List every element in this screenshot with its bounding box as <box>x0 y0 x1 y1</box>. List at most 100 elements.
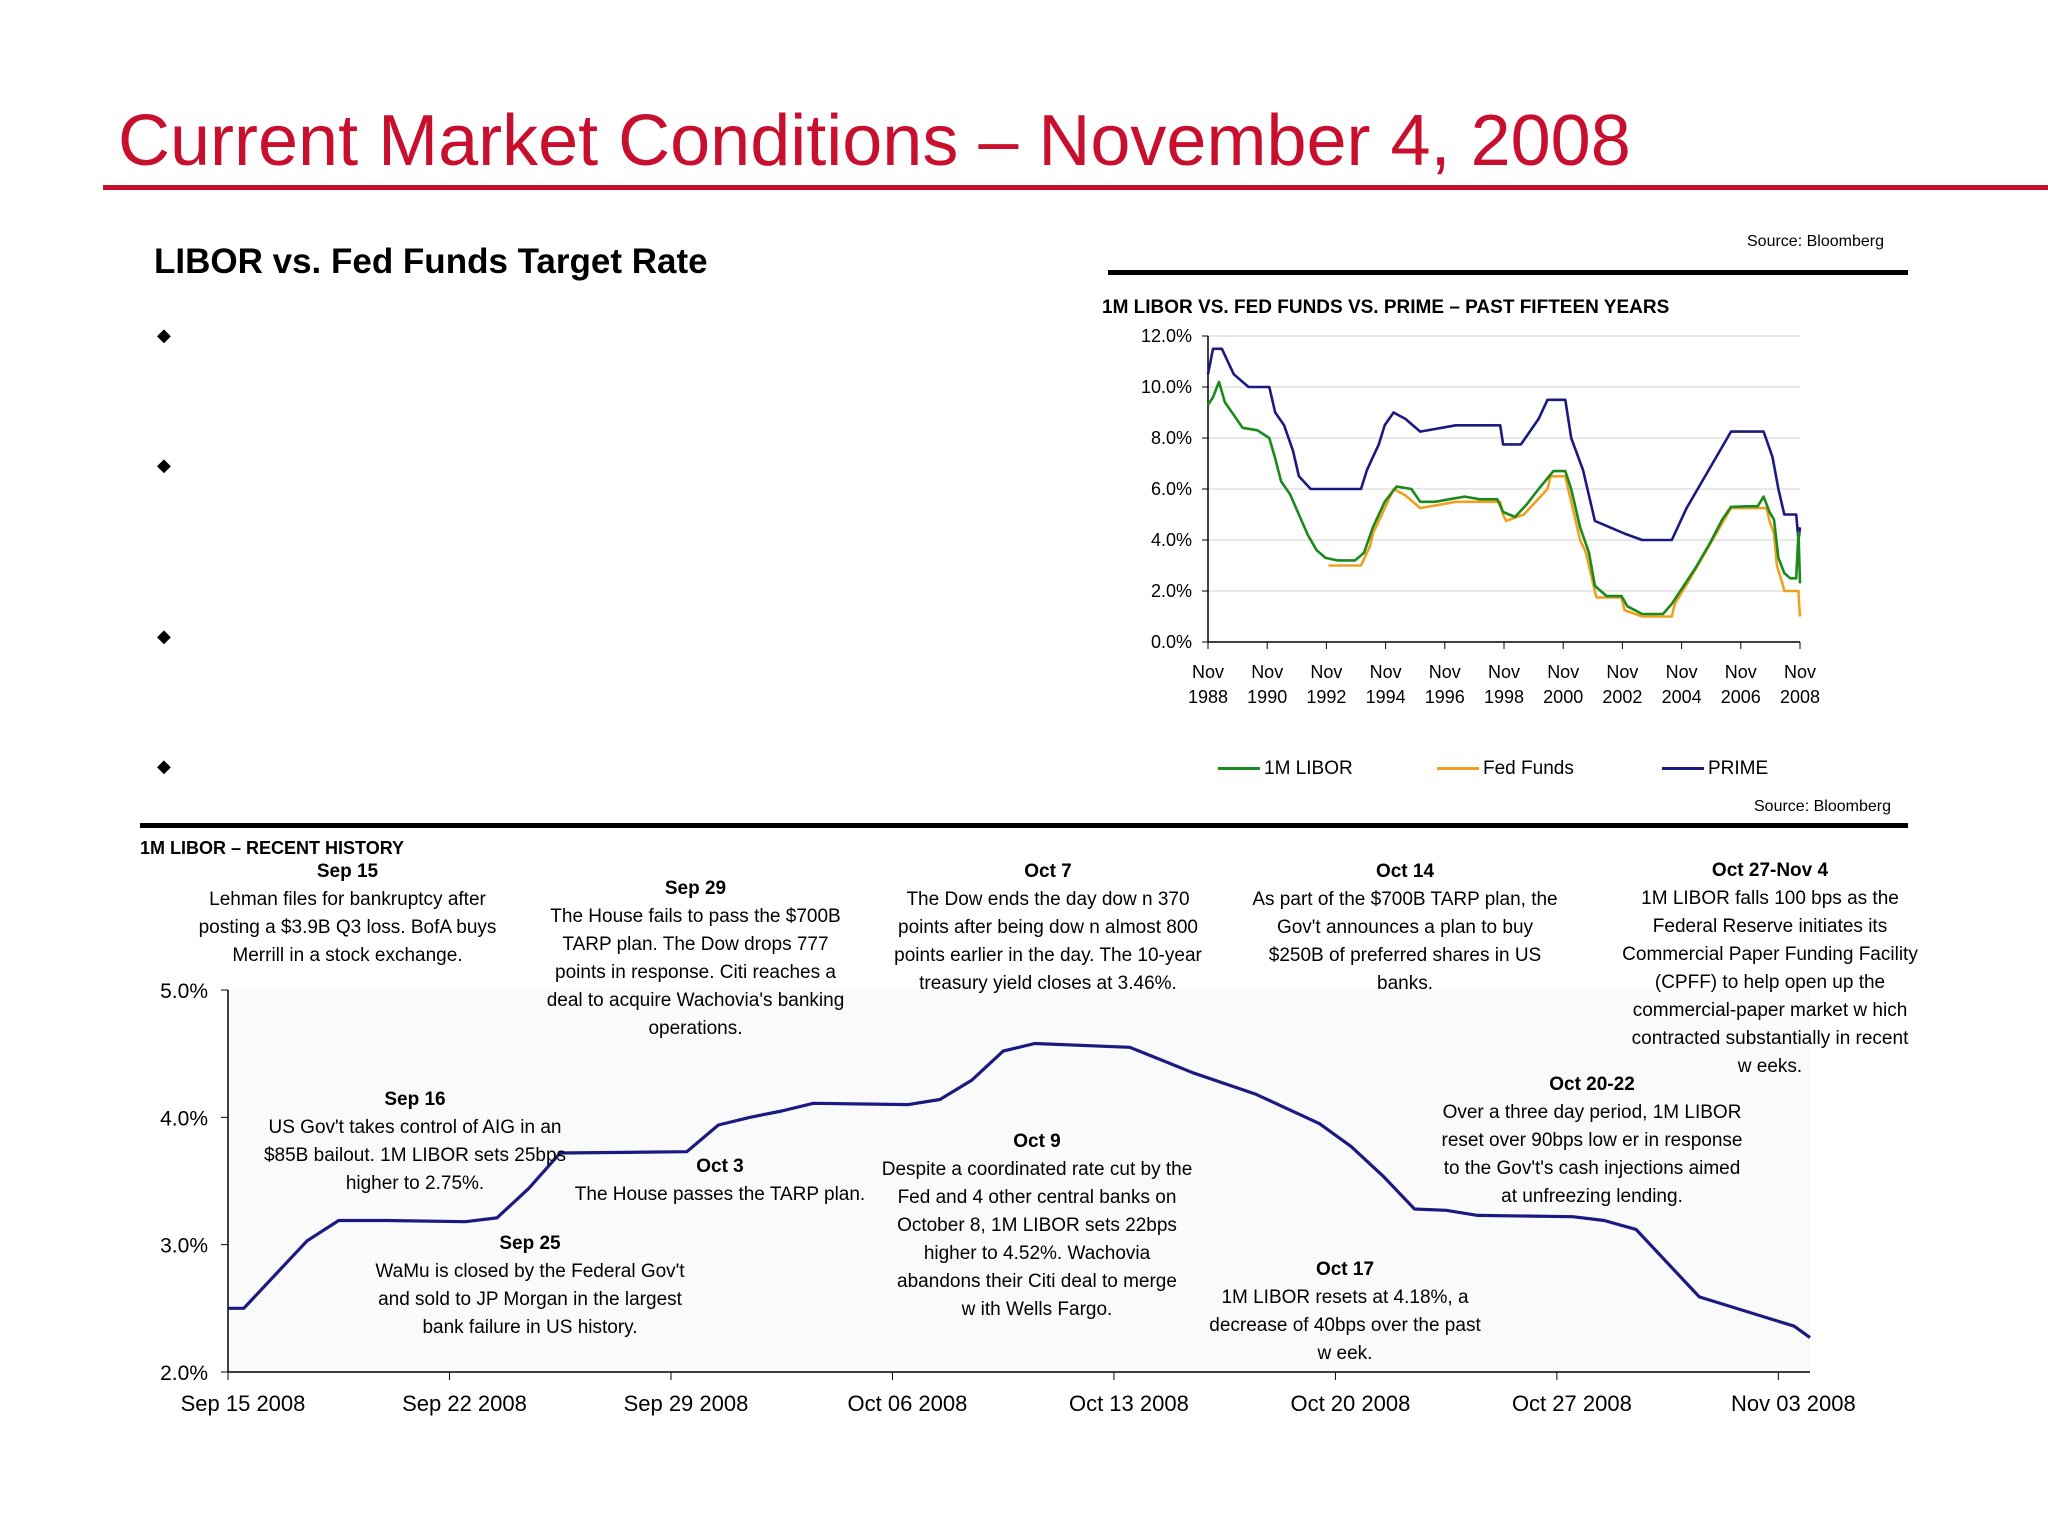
annotation-head: Sep 15 <box>316 861 379 882</box>
source-note-top: Source: Bloomberg <box>1747 233 1884 250</box>
annotation-line: Over a three day period, 1M LIBOR <box>1442 1102 1742 1123</box>
annotation-line: As part of the $700B TARP plan, the <box>1252 889 1558 910</box>
legend-prime-swatch <box>1662 767 1704 771</box>
annotation-head: Sep 29 <box>664 878 727 899</box>
annotation-line: bank failure in US history. <box>422 1317 638 1338</box>
annotation-line: WaMu is closed by the Federal Gov't <box>375 1261 685 1282</box>
annotation-oct27-nov4: Oct 27-Nov 4 1M LIBOR falls 100 bps as t… <box>1595 857 1945 1081</box>
x-tick-label-month: Nov <box>1488 662 1520 682</box>
annotation-line: to the Gov't's cash injections aimed <box>1443 1158 1741 1179</box>
annotation-sep16: Sep 16 US Gov't takes control of AIG in … <box>235 1086 595 1198</box>
x-tick-label-year: 1992 <box>1306 687 1346 707</box>
annotation-oct14: Oct 14 As part of the $700B TARP plan, t… <box>1225 858 1585 998</box>
annotation-line: points earlier in the day. The 10-year <box>894 945 1202 966</box>
annotation-line: commercial-paper market w hich <box>1632 1000 1908 1021</box>
x-tick-label-month: Nov <box>1547 662 1579 682</box>
x-tick-label-year: 1994 <box>1366 687 1406 707</box>
x-tick-label-year: 1998 <box>1484 687 1524 707</box>
annotation-line: The House passes the TARP plan. <box>574 1184 866 1205</box>
x-tick-label: Oct 13 2008 <box>1069 1391 1189 1416</box>
annotation-line: w ith Wells Fargo. <box>961 1299 1113 1320</box>
y-tick-label: 5.0% <box>160 980 208 1003</box>
x-tick-label-month: Nov <box>1251 662 1283 682</box>
annotation-line: treasury yield closes at 3.46%. <box>919 973 1177 994</box>
x-tick-label: Oct 06 2008 <box>848 1391 968 1416</box>
x-tick-label-year: 2004 <box>1662 687 1702 707</box>
x-tick-label-month: Nov <box>1725 662 1757 682</box>
bullet-marker: ◆ <box>157 325 171 345</box>
x-tick-label-year: 2006 <box>1721 687 1761 707</box>
annotation-line: Fed and 4 other central banks on <box>897 1187 1177 1208</box>
x-tick-label-month: Nov <box>1606 662 1638 682</box>
annotation-oct7: Oct 7 The Dow ends the day dow n 370 poi… <box>868 858 1228 998</box>
annotation-line: $250B of preferred shares in US <box>1268 945 1542 966</box>
bottom-chart-title: 1M LIBOR – RECENT HISTORY <box>140 838 405 858</box>
y-tick-label: 3.0% <box>160 1235 208 1258</box>
annotation-line: 1M LIBOR falls 100 bps as the <box>1641 888 1899 909</box>
x-tick-label: Nov 03 2008 <box>1731 1391 1856 1416</box>
annotation-sep29: Sep 29 The House fails to pass the $700B… <box>518 875 873 1043</box>
x-tick-label-year: 2002 <box>1602 687 1642 707</box>
annotation-line: w eeks. <box>1737 1056 1803 1077</box>
y-tick-label: 6.0% <box>1151 479 1192 499</box>
y-tick-label: 2.0% <box>160 1362 208 1385</box>
x-tick-label-month: Nov <box>1192 662 1224 682</box>
annotation-sep25: Sep 25 WaMu is closed by the Federal Gov… <box>350 1230 710 1342</box>
annotation-line: Commercial Paper Funding Facility <box>1622 944 1918 965</box>
annotation-head: Oct 20-22 <box>1549 1074 1635 1095</box>
bullet-marker: ◆ <box>157 756 171 776</box>
x-tick-label: Oct 27 2008 <box>1512 1391 1632 1416</box>
annotation-line: The House fails to pass the $700B <box>550 906 841 927</box>
annotation-line: w eek. <box>1317 1343 1373 1364</box>
annotation-oct3: Oct 3 The House passes the TARP plan. <box>555 1153 885 1209</box>
x-tick-label: Sep 22 2008 <box>402 1391 527 1416</box>
annotation-line: decrease of 40bps over the past <box>1209 1315 1481 1336</box>
annotation-head: Oct 3 <box>696 1156 744 1177</box>
annotation-line: (CPFF) to help open up the <box>1654 972 1886 993</box>
y-tick-label: 10.0% <box>1141 377 1192 397</box>
annotation-line: $85B bailout. 1M LIBOR sets 25bps <box>263 1145 567 1166</box>
legend-fed-swatch <box>1437 767 1479 771</box>
annotation-line: higher to 2.75%. <box>345 1173 485 1194</box>
annotation-oct20-22: Oct 20-22 Over a three day period, 1M LI… <box>1412 1071 1772 1211</box>
annotation-line: abandons their Citi deal to merge <box>897 1271 1177 1292</box>
annotation-head: Oct 14 <box>1375 861 1435 882</box>
annotation-line: points in response. Citi reaches a <box>555 962 836 983</box>
y-tick-label: 8.0% <box>1151 428 1192 448</box>
x-tick-label-year: 1990 <box>1247 687 1287 707</box>
legend-libor-label: 1M LIBOR <box>1264 758 1353 779</box>
annotation-head: Sep 16 <box>384 1089 446 1110</box>
x-tick-label: Oct 20 2008 <box>1290 1391 1410 1416</box>
bottom-chart-rule <box>140 823 1908 828</box>
legend-fed-funds: Fed Funds <box>1437 758 1574 780</box>
x-tick-label-month: Nov <box>1784 662 1816 682</box>
x-tick-label: Sep 15 2008 <box>181 1391 306 1416</box>
y-tick-label: 0.0% <box>1151 632 1192 652</box>
bullet-marker: ◆ <box>157 455 171 475</box>
plot-area <box>228 990 1810 1372</box>
annotation-line: Federal Reserve initiates its <box>1652 916 1888 937</box>
annotation-line: Gov't announces a plan to buy <box>1276 917 1534 938</box>
prime-line <box>1206 347 1802 542</box>
annotation-line: contracted substantially in recent <box>1631 1028 1909 1049</box>
annotation-line: at unfreezing lending. <box>1501 1186 1683 1207</box>
recent-libor-line <box>228 1041 1811 1339</box>
section-subtitle: LIBOR vs. Fed Funds Target Rate <box>154 242 708 281</box>
x-tick-label-year: 1988 <box>1188 687 1228 707</box>
y-tick-label: 12.0% <box>1141 326 1192 346</box>
bullet-marker: ◆ <box>157 626 171 646</box>
annotation-line: The Dow ends the day dow n 370 <box>906 889 1190 910</box>
legend-libor: 1M LIBOR <box>1218 758 1353 780</box>
annotation-head: Oct 17 <box>1315 1259 1375 1280</box>
source-note-mid: Source: Bloomberg <box>1754 798 1891 815</box>
annotation-line: deal to acquire Wachovia's banking <box>546 990 845 1011</box>
libor-line <box>1206 380 1802 616</box>
annotation-line: Merrill in a stock exchange. <box>232 945 463 966</box>
legend-fed-label: Fed Funds <box>1483 758 1574 779</box>
annotation-line: and sold to JP Morgan in the largest <box>378 1289 682 1310</box>
annotation-head: Oct 9 <box>1013 1131 1061 1152</box>
x-tick-label-year: 2008 <box>1780 687 1820 707</box>
annotation-line: US Gov't takes control of AIG in an <box>268 1117 562 1138</box>
